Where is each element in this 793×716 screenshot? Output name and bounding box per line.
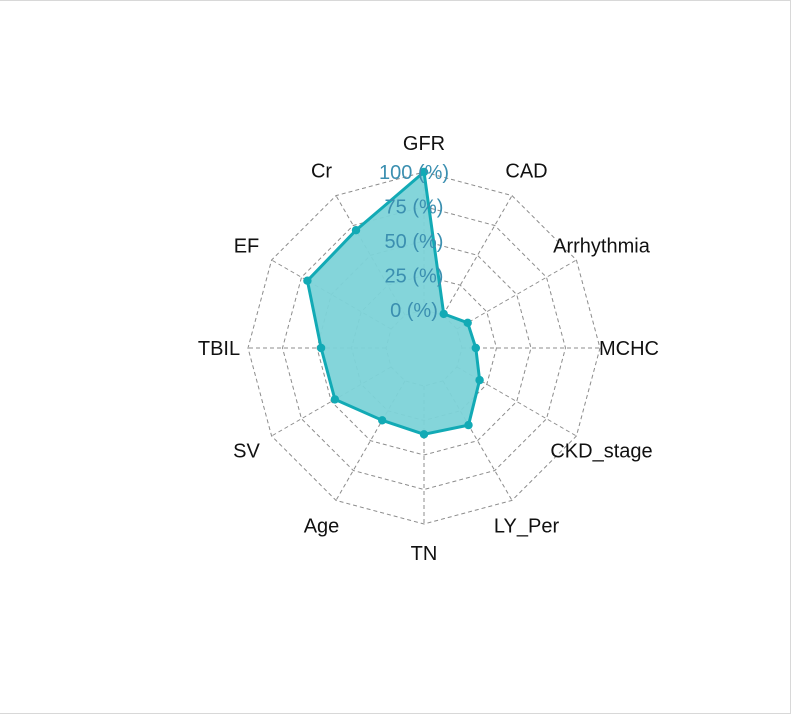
axis-label-gfr: GFR [403,133,445,155]
data-point-arrhythmia [463,318,472,327]
axis-label-layer: GFR CAD Arrhythmia MCHC CKD_stage LY_Per TN Age… [198,133,659,565]
data-point-tn [419,430,429,439]
data-point-cr [351,226,361,235]
axis-label-ly-per: LY_Per [494,516,560,538]
axis-label-cr: Cr [311,161,332,183]
axis-label-ef: EF [234,236,260,258]
axis-label-ckd-stage: CKD_stage [550,441,652,463]
axis-label-age: Age [304,516,340,538]
series-layer [303,167,484,439]
tick-label: 25 (%) [385,266,444,288]
tick-label: 50 (%) [385,231,444,253]
tick-layer: 0 (%) 25 (%) 50 (%) 75 (%) 100 (%) [379,162,449,322]
data-point-age [378,416,387,425]
data-point-tbil [316,343,326,353]
data-point-gfr [419,167,429,177]
axis-label-arrhythmia: Arrhythmia [553,236,651,258]
axis-label-tbil: TBIL [198,338,240,360]
data-point-ckd-stage [475,375,484,385]
axis-label-sv: SV [233,441,260,463]
tick-label: 0 (%) [390,300,438,322]
grid-spoke-arrhythmia [456,259,577,330]
data-point-mchc [471,343,480,353]
data-point-ly-per [464,420,473,430]
data-point-cad [439,309,448,319]
data-point-sv [330,395,340,404]
axis-label-tn: TN [411,543,438,565]
grid-ring [247,171,601,525]
grid-spoke-cad [442,195,513,316]
tick-label: 75 (%) [385,197,444,219]
data-point-ef [303,276,312,285]
axis-label-mchc: MCHC [599,338,659,360]
axis-label-cad: CAD [505,161,547,183]
tick-label: 100 (%) [379,162,449,184]
